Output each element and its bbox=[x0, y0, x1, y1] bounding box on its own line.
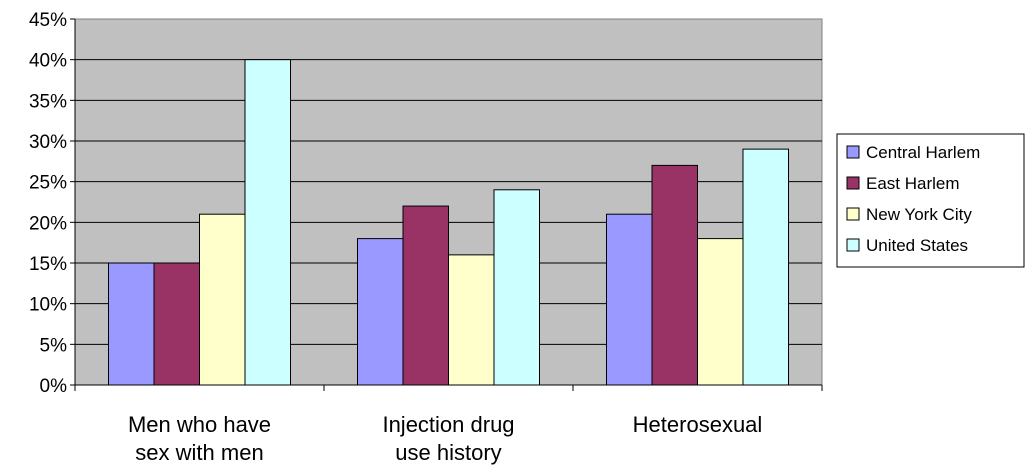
x-category-label-line: sex with men bbox=[135, 440, 263, 465]
x-category-label-line: Men who have bbox=[128, 412, 271, 437]
y-tick-label: 20% bbox=[29, 213, 67, 234]
legend-swatch bbox=[846, 176, 860, 190]
bar-east-harlem bbox=[651, 164, 698, 386]
bar-new-york-city bbox=[448, 254, 495, 386]
x-axis-labels: Men who have sex with men Injection drug us… bbox=[128, 412, 762, 465]
y-tick-label: 45% bbox=[29, 10, 67, 31]
bar-central-harlem bbox=[606, 213, 653, 386]
y-tick-label: 40% bbox=[29, 51, 67, 72]
y-axis-ticks: 0% 5% 10% 15% 20% 25% 30% 35% 40% 45% bbox=[29, 10, 75, 397]
legend-label: East Harlem bbox=[866, 174, 960, 193]
legend-label: Central Harlem bbox=[866, 143, 980, 162]
x-category-label-line: Injection drug bbox=[382, 412, 514, 437]
bar-new-york-city bbox=[199, 213, 246, 386]
x-category-label: Men who have sex with men bbox=[128, 412, 271, 465]
bar-east-harlem bbox=[402, 205, 449, 386]
y-tick-label: 15% bbox=[29, 254, 67, 275]
y-tick-label: 35% bbox=[29, 91, 67, 112]
legend-label: United States bbox=[866, 236, 968, 255]
bar-new-york-city bbox=[697, 238, 744, 386]
x-category-label-line: use history bbox=[395, 440, 501, 465]
y-tick-label: 5% bbox=[40, 335, 68, 356]
bar-united-states bbox=[742, 148, 789, 386]
x-category-label: Heterosexual bbox=[633, 412, 763, 437]
legend-swatch bbox=[846, 207, 860, 221]
legend-swatch bbox=[846, 238, 860, 252]
y-tick-label: 10% bbox=[29, 295, 67, 316]
bar-united-states bbox=[244, 59, 291, 386]
legend: Central Harlem East Harlem New York City Un… bbox=[836, 133, 1025, 268]
y-tick-label: 25% bbox=[29, 173, 67, 194]
axes bbox=[74, 19, 823, 391]
y-tick-label: 0% bbox=[40, 376, 68, 397]
x-category-label: Injection drug use history bbox=[382, 412, 514, 465]
legend-label: New York City bbox=[866, 205, 972, 224]
bar-central-harlem bbox=[108, 262, 155, 386]
x-category-label-line: Heterosexual bbox=[633, 412, 763, 437]
legend-box bbox=[836, 133, 1025, 268]
bar-united-states bbox=[493, 189, 540, 386]
legend-swatch bbox=[846, 145, 860, 159]
bars bbox=[108, 59, 789, 386]
bar-east-harlem bbox=[153, 262, 200, 386]
bar-central-harlem bbox=[357, 238, 404, 386]
y-tick-label: 30% bbox=[29, 132, 67, 153]
